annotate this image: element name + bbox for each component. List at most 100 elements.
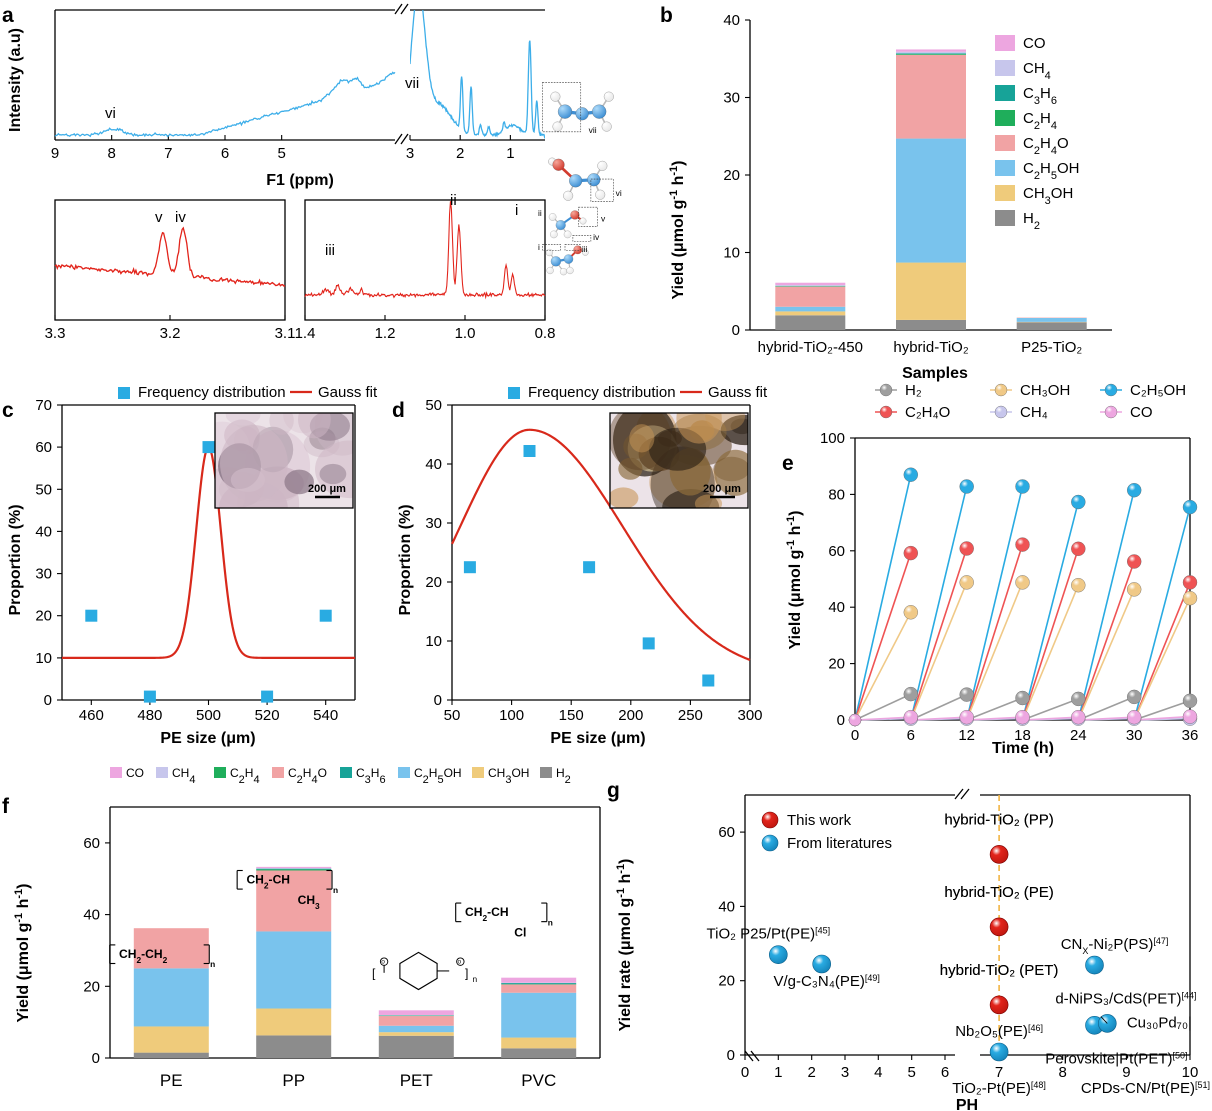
svg-text:3: 3 — [841, 1064, 849, 1081]
svg-text:]: ] — [465, 966, 468, 980]
svg-text:F1 (ppm): F1 (ppm) — [266, 172, 334, 189]
svg-text:60: 60 — [718, 824, 735, 841]
svg-text:460: 460 — [79, 707, 104, 724]
svg-text:4: 4 — [874, 1064, 882, 1081]
svg-text:H₂: H₂ — [905, 382, 922, 399]
svg-text:0: 0 — [434, 692, 442, 709]
svg-text:b: b — [660, 4, 673, 27]
svg-text:40: 40 — [425, 456, 442, 473]
svg-text:iii: iii — [325, 242, 335, 259]
svg-text:6: 6 — [907, 727, 915, 744]
svg-text:300: 300 — [737, 707, 762, 724]
svg-text:60: 60 — [828, 543, 845, 560]
svg-text:e: e — [782, 452, 794, 475]
svg-text:H2: H2 — [1023, 210, 1040, 232]
svg-text:3.3: 3.3 — [45, 325, 66, 342]
svg-text:20: 20 — [828, 656, 845, 673]
svg-text:[: [ — [372, 966, 376, 980]
svg-text:0: 0 — [44, 692, 52, 709]
svg-text:vi: vi — [105, 105, 116, 122]
svg-text:PE size (μm): PE size (μm) — [550, 730, 645, 747]
svg-text:V/g-C₃N₄(PE)[49]: V/g-C₃N₄(PE)[49] — [773, 973, 879, 990]
svg-text:200: 200 — [618, 707, 643, 724]
svg-text:CPDs-CN/Pt(PE)[51]: CPDs-CN/Pt(PE)[51] — [1081, 1080, 1210, 1097]
svg-text:3: 3 — [406, 145, 414, 162]
svg-text:24: 24 — [1070, 727, 1087, 744]
svg-text:v: v — [601, 213, 606, 223]
svg-text:hybrid-TiO₂ (PET): hybrid-TiO₂ (PET) — [940, 962, 1059, 979]
svg-text:40: 40 — [718, 898, 735, 915]
svg-text:70: 70 — [35, 397, 52, 414]
svg-text:12: 12 — [958, 727, 975, 744]
svg-text:C2H4O: C2H4O — [288, 766, 327, 786]
svg-text:c: c — [2, 399, 14, 422]
svg-text:PP: PP — [282, 1071, 305, 1090]
svg-text:ii: ii — [450, 192, 457, 209]
svg-text:50: 50 — [35, 481, 52, 498]
svg-text:CNX-Ni₂P(PS)[47]: CNX-Ni₂P(PS)[47] — [1061, 936, 1169, 956]
svg-text:80: 80 — [828, 486, 845, 503]
svg-text:CO: CO — [1023, 35, 1046, 52]
svg-text:60: 60 — [83, 835, 100, 852]
svg-text:CH3OH: CH3OH — [1023, 185, 1073, 207]
svg-text:0: 0 — [851, 727, 859, 744]
svg-text:d: d — [392, 399, 405, 422]
svg-text:o: o — [381, 959, 385, 966]
svg-text:CO: CO — [1130, 404, 1153, 421]
svg-text:2: 2 — [456, 145, 464, 162]
svg-text:C2H5OH: C2H5OH — [414, 766, 462, 786]
svg-text:40: 40 — [35, 523, 52, 540]
svg-text:Cu₃₀Pd₇₀|: Cu₃₀Pd₇₀| — [1127, 1014, 1192, 1031]
svg-text:g: g — [607, 779, 620, 802]
svg-text:Nb₂O₅(PE)[46]: Nb₂O₅(PE)[46] — [955, 1023, 1043, 1040]
svg-text:0: 0 — [92, 1050, 100, 1067]
svg-text:TiO₂ P25/Pt(PE)[45]: TiO₂ P25/Pt(PE)[45] — [707, 926, 831, 943]
svg-text:ii: ii — [538, 208, 542, 218]
svg-text:PE: PE — [160, 1071, 183, 1090]
svg-text:2: 2 — [808, 1064, 816, 1081]
svg-text:6: 6 — [941, 1064, 949, 1081]
svg-text:10: 10 — [723, 245, 740, 262]
svg-text:Yield (μmol g-1 h-1): Yield (μmol g-1 h-1) — [13, 884, 32, 1023]
svg-text:20: 20 — [83, 978, 100, 995]
svg-text:d-NiPS₃/CdS(PET)[44]: d-NiPS₃/CdS(PET)[44] — [1055, 991, 1196, 1008]
svg-text:C2H5OH: C2H5OH — [1023, 160, 1079, 182]
svg-text:30: 30 — [1126, 727, 1143, 744]
svg-text:iv: iv — [593, 232, 600, 242]
svg-text:C2H4: C2H4 — [230, 766, 260, 786]
svg-text:TiO₂-Pt(PE)[48]: TiO₂-Pt(PE)[48] — [952, 1080, 1046, 1097]
svg-text:vi: vi — [616, 188, 622, 198]
svg-text:1.4: 1.4 — [295, 325, 316, 342]
svg-text:PET: PET — [400, 1071, 433, 1090]
svg-text:C3H6: C3H6 — [356, 766, 386, 786]
svg-text:o: o — [458, 959, 462, 966]
svg-text:n: n — [472, 974, 477, 984]
svg-text:PH: PH — [956, 1097, 978, 1111]
svg-text:60: 60 — [35, 439, 52, 456]
svg-text:n: n — [333, 885, 338, 895]
svg-text:vii: vii — [589, 125, 597, 135]
svg-text:20: 20 — [718, 973, 735, 990]
svg-text:10: 10 — [425, 633, 442, 650]
svg-text:Yield (μmol g-1 h-1): Yield (μmol g-1 h-1) — [785, 511, 804, 650]
svg-text:Proportion (%): Proportion (%) — [397, 504, 414, 615]
svg-text:3.1: 3.1 — [275, 325, 296, 342]
svg-text:PVC: PVC — [521, 1071, 556, 1090]
svg-text:40: 40 — [83, 907, 100, 924]
svg-text:1.2: 1.2 — [375, 325, 396, 342]
svg-text:vii: vii — [405, 75, 419, 92]
svg-text:Gauss fit: Gauss fit — [708, 384, 768, 401]
svg-text:CH₄: CH₄ — [1020, 404, 1048, 421]
svg-text:From literatures: From literatures — [787, 835, 892, 852]
svg-text:20: 20 — [723, 167, 740, 184]
svg-text:1.0: 1.0 — [455, 325, 476, 342]
svg-text:3.2: 3.2 — [160, 325, 181, 342]
svg-text:Frequency distribution: Frequency distribution — [528, 384, 676, 401]
svg-text:0: 0 — [727, 1047, 735, 1064]
svg-text:5: 5 — [908, 1064, 916, 1081]
svg-text:Perovskite|Pt(PET)[50]: Perovskite|Pt(PET)[50] — [1045, 1051, 1187, 1068]
svg-text:i: i — [538, 242, 540, 252]
svg-text:C2H4: C2H4 — [1023, 110, 1057, 132]
svg-text:hybrid-TiO₂ (PE): hybrid-TiO₂ (PE) — [944, 884, 1053, 901]
svg-text:PE size (μm): PE size (μm) — [160, 730, 255, 747]
